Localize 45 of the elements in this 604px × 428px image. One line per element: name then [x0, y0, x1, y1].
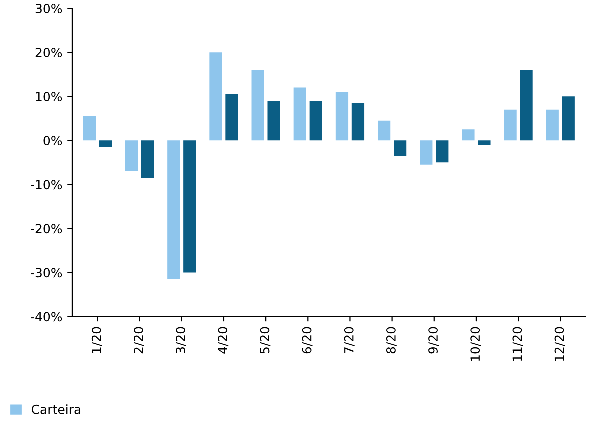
bar — [546, 110, 559, 141]
x-tick-label: 1/20 — [92, 327, 102, 354]
y-tick-label: 10% — [36, 92, 62, 102]
bar — [226, 94, 238, 141]
bar — [126, 140, 138, 172]
bar — [562, 96, 575, 141]
bar — [352, 103, 365, 141]
y-tick-label: 20% — [36, 48, 62, 58]
x-tick-label: 8/20 — [386, 327, 397, 354]
bar — [168, 140, 180, 280]
legend-label: Carteira — [32, 404, 81, 414]
bar — [252, 70, 264, 141]
bar — [99, 140, 112, 148]
x-tick-label: 5/20 — [260, 327, 271, 354]
x-tick-label: 6/20 — [302, 327, 313, 354]
bar — [141, 140, 154, 178]
x-tick-label: 4/20 — [218, 327, 229, 354]
y-tick-label: -40% — [31, 312, 62, 322]
x-tick-label: 2/20 — [134, 327, 144, 354]
y-tick-label: 30% — [36, 4, 62, 14]
bar — [436, 140, 449, 163]
bar — [520, 70, 533, 141]
y-tick-label: -10% — [31, 180, 62, 190]
x-tick-label: 12/20 — [554, 327, 566, 362]
bar — [268, 101, 280, 141]
bar — [504, 110, 517, 141]
x-tick-label: 3/20 — [176, 327, 187, 354]
bar — [83, 116, 96, 141]
bar — [184, 140, 196, 273]
bar — [378, 120, 391, 141]
bar — [210, 52, 222, 141]
bar — [336, 92, 349, 141]
bar — [478, 140, 491, 146]
bar — [462, 130, 475, 141]
y-tick-label: -20% — [31, 224, 62, 234]
x-tick-label: 9/20 — [428, 327, 439, 354]
bar — [310, 101, 322, 141]
y-tick-label: 0% — [44, 136, 62, 146]
bar — [294, 88, 306, 141]
x-tick-label: 10/20 — [470, 327, 482, 362]
x-tick-label: 7/20 — [344, 327, 355, 354]
x-tick-label: 11/20 — [512, 327, 524, 362]
bar — [394, 140, 407, 156]
y-tick-label: -30% — [31, 268, 62, 278]
bar — [420, 140, 433, 165]
